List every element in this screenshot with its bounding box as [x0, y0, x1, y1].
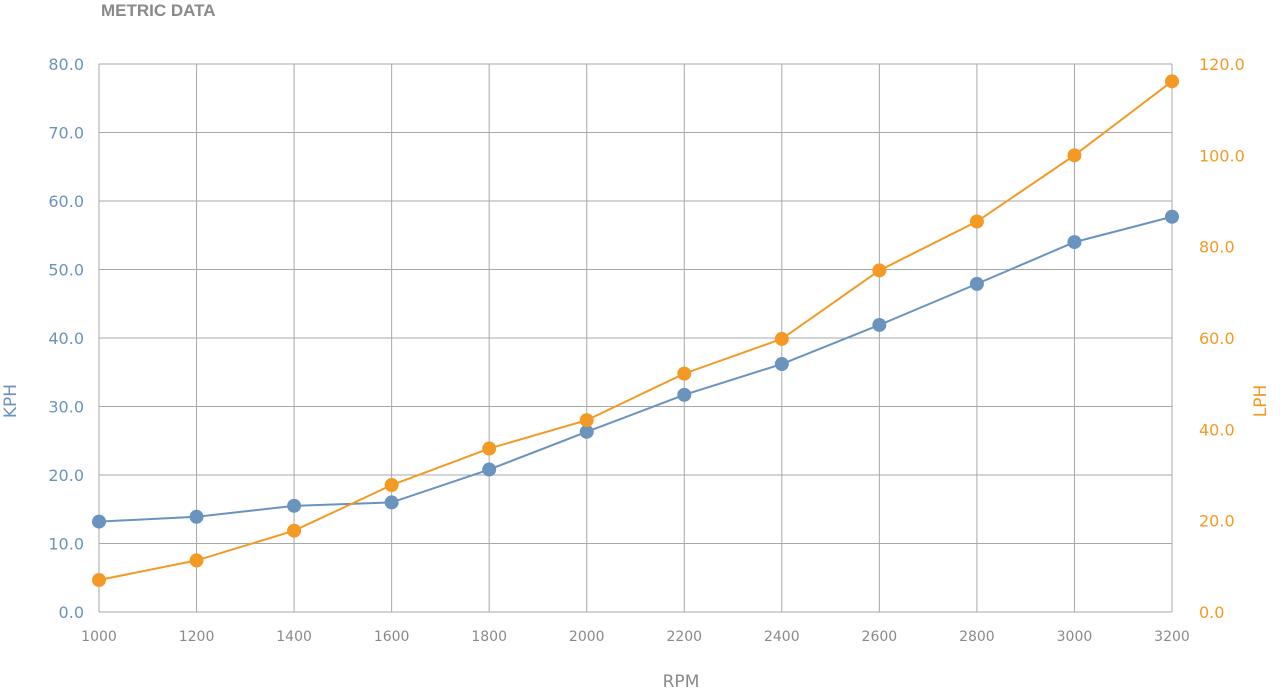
- series-left-point: [384, 495, 399, 510]
- series-right-point: [92, 573, 106, 588]
- x-tick-label: 2000: [569, 629, 605, 645]
- series-right-point: [579, 413, 594, 428]
- x-tick-label: 1800: [471, 629, 507, 645]
- series-left-line: [98, 215, 1173, 523]
- x-axis-label: RPM: [663, 672, 700, 692]
- x-tick-label: 2800: [959, 629, 995, 645]
- x-tick-label: 2400: [764, 629, 800, 645]
- right-y-tick-label: 80.0: [1199, 238, 1235, 257]
- left-y-tick-label: 70.0: [48, 124, 84, 143]
- left-y-tick-label: 10.0: [48, 535, 84, 554]
- series-left-point: [189, 509, 204, 524]
- series-right-point: [384, 478, 399, 493]
- x-axis: 1000 1200 1400 1600 1800 2000 2200 2400 2600 2800…: [81, 629, 1190, 645]
- right-y-tick-label: 60.0: [1199, 329, 1235, 348]
- series-right-point: [287, 523, 302, 538]
- series-layer: [92, 74, 1179, 588]
- x-tick-label: 1000: [81, 629, 117, 645]
- series-right-point: [677, 366, 692, 381]
- left-y-tick-label: 50.0: [48, 261, 84, 280]
- x-tick-label: 1200: [179, 629, 215, 645]
- grid: [98, 63, 1173, 613]
- series-left-point: [287, 498, 302, 513]
- series-right-point: [969, 214, 984, 229]
- x-tick-label: 3000: [1057, 629, 1093, 645]
- series-right-point: [189, 553, 204, 568]
- x-tick-label: 1400: [276, 629, 312, 645]
- right-y-tick-label: 0.0: [1199, 603, 1224, 622]
- series-right-point: [1067, 148, 1082, 163]
- left-y-axis-label: KPH: [1, 384, 21, 418]
- right-y-tick-label: 20.0: [1199, 512, 1235, 531]
- left-y-tick-label: 80.0: [48, 55, 84, 74]
- series-right-point: [774, 331, 789, 346]
- left-y-axis: 0.0 10.0 20.0 30.0 40.0 50.0 60.0 70.0 80.0: [48, 55, 84, 622]
- series-right-point: [1165, 74, 1179, 89]
- chart-title: METRIC DATA: [101, 1, 216, 20]
- series-left-point: [579, 424, 594, 439]
- right-y-tick-label: 100.0: [1199, 146, 1245, 165]
- series-left-point: [677, 387, 692, 402]
- right-y-tick-label: 120.0: [1199, 55, 1245, 74]
- series-left-point: [1067, 235, 1082, 250]
- right-y-axis: 0.0 20.0 40.0 60.0 80.0 100.0 120.0: [1199, 55, 1245, 622]
- series-left-point: [774, 357, 789, 372]
- left-y-tick-label: 0.0: [59, 603, 84, 622]
- series-right-line: [98, 80, 1173, 582]
- series-right-point: [482, 441, 497, 456]
- left-y-tick-label: 30.0: [48, 398, 84, 417]
- x-tick-label: 1600: [374, 629, 410, 645]
- left-y-tick-label: 20.0: [48, 466, 84, 485]
- series-left-point: [872, 317, 887, 332]
- left-y-tick-label: 60.0: [48, 192, 84, 211]
- right-y-axis-label: LPH: [1251, 385, 1271, 418]
- left-y-tick-label: 40.0: [48, 329, 84, 348]
- x-tick-label: 2600: [862, 629, 898, 645]
- series-right-point: [872, 263, 887, 278]
- series-left-point: [482, 462, 497, 477]
- x-tick-label: 2200: [666, 629, 702, 645]
- series-left-point: [92, 514, 106, 529]
- series-left-point: [969, 276, 984, 291]
- series-left-point: [1165, 209, 1179, 224]
- right-y-tick-label: 40.0: [1199, 420, 1235, 439]
- x-tick-label: 3200: [1154, 629, 1190, 645]
